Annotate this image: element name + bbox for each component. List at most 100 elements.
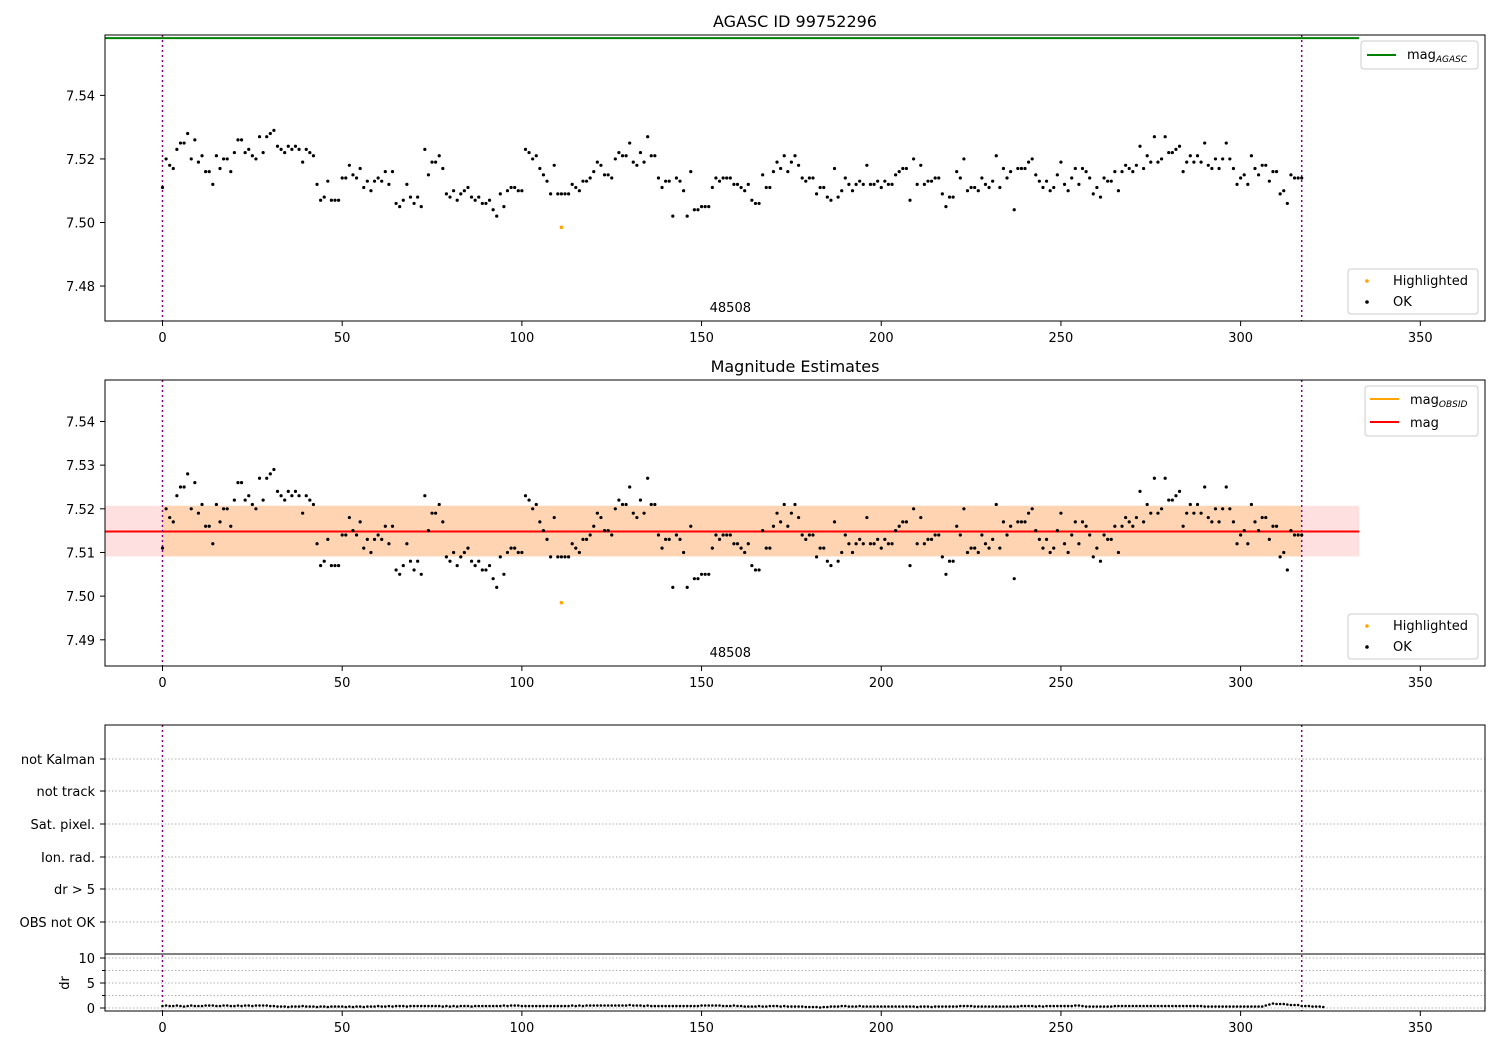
dr-point: [344, 1005, 348, 1009]
dr-point: [1189, 1004, 1192, 1008]
agasc-ok-point: [764, 185, 768, 190]
magnitude-ok-point: [301, 511, 305, 515]
agasc-x-tick-label: 300: [1228, 331, 1253, 346]
dr-point: [869, 1005, 872, 1008]
dr-point: [459, 1004, 463, 1008]
magnitude-ok-point: [1059, 511, 1063, 515]
dr-point: [1239, 1005, 1242, 1008]
agasc-ok-point: [854, 182, 858, 186]
agasc-ok-point: [351, 173, 355, 177]
agasc-ok-point: [660, 185, 664, 190]
magnitude-ok-point: [991, 537, 995, 541]
agasc-ok-point: [739, 185, 743, 190]
magnitude-ok-point: [933, 533, 937, 537]
agasc-ok-point: [354, 176, 359, 180]
dr-point: [1167, 1004, 1171, 1008]
magnitude-ok-point: [1109, 537, 1113, 541]
agasc-ok-point: [477, 195, 481, 199]
dr-point: [592, 1004, 596, 1007]
magnitude-ok-point: [200, 502, 204, 507]
dr-point: [707, 1004, 711, 1007]
magnitude-ok-point: [1149, 511, 1153, 515]
magnitude-ok-point: [814, 555, 819, 559]
dr-point: [887, 1005, 890, 1008]
magnitude-highlighted-point: [559, 600, 564, 605]
magnitude-ok-point: [620, 502, 625, 507]
magnitude-frame: [104, 379, 1486, 667]
agasc-ok-point: [656, 176, 661, 180]
magnitude-plot-area: [105, 380, 1360, 666]
agasc-ok-point: [1124, 163, 1128, 167]
magnitude-ok-point: [1095, 546, 1099, 550]
agasc-ok-point: [1080, 166, 1085, 171]
agasc-ok-point: [725, 176, 729, 180]
agasc-ok-point: [577, 189, 581, 193]
magnitude-ok-point: [322, 559, 326, 563]
agasc-ok-point: [261, 150, 265, 155]
magnitude-ok-point: [947, 559, 952, 563]
agasc-ok-point: [1120, 170, 1124, 174]
dr-point: [1307, 1004, 1311, 1008]
agasc-ok-point: [584, 179, 589, 183]
dr-point: [1149, 1004, 1153, 1008]
dr-point: [1171, 1004, 1174, 1008]
agasc-ok-point: [771, 170, 776, 174]
magnitude-ok-point: [897, 524, 901, 528]
dr-point: [1074, 1004, 1077, 1007]
agasc-ok-point: [1246, 182, 1250, 186]
dr-point: [269, 1004, 272, 1008]
dr-point: [326, 1005, 330, 1009]
magnitude-ok-point: [1070, 533, 1074, 537]
agasc-ok-point: [1073, 166, 1077, 171]
dr-point: [286, 1005, 290, 1009]
magnitude-ok-point: [254, 507, 258, 511]
dr-point: [653, 1004, 657, 1008]
flag-label: OBS not OK: [20, 916, 96, 931]
dr-point: [322, 1005, 326, 1008]
magnitude-ok-point: [779, 520, 783, 524]
magnitude-ok-point: [858, 537, 862, 541]
magnitude-ok-point: [279, 494, 283, 498]
agasc-ok-point: [444, 192, 449, 196]
agasc-ok-point: [398, 205, 402, 209]
dr-point: [233, 1004, 236, 1008]
dr-point: [401, 1004, 405, 1008]
magnitude-ok-point: [1134, 515, 1139, 520]
magnitude-ok-point: [160, 546, 165, 550]
magnitude-ok-point: [351, 529, 355, 533]
dr-point: [621, 1004, 624, 1007]
agasc-ok-point: [1041, 185, 1045, 190]
dr-point: [394, 1004, 398, 1008]
agasc-ok-point: [365, 179, 369, 183]
dr-point: [182, 1005, 186, 1008]
agasc-ok-point: [434, 160, 438, 164]
magnitude-ok-point: [1170, 498, 1174, 502]
magnitude-ok-point: [951, 559, 955, 563]
agasc-ok-point: [667, 179, 671, 183]
magnitude-ok-point: [1267, 537, 1271, 541]
dr-point: [1002, 1005, 1005, 1008]
agasc-ok-point: [1149, 160, 1153, 164]
dr-point: [768, 1004, 772, 1008]
magnitude-ok-point: [520, 550, 524, 555]
magnitude-ok-point: [696, 577, 700, 581]
flags-x-tick-label: 150: [689, 1021, 714, 1036]
dr-point: [664, 1004, 667, 1008]
agasc-ok-point: [1267, 179, 1271, 183]
dr-point: [272, 1004, 276, 1008]
magnitude-ok-point: [1131, 524, 1135, 528]
dr-point: [761, 1005, 764, 1008]
magnitude-ok-point: [538, 520, 542, 524]
dr-point: [567, 1004, 570, 1008]
agasc-ok-point: [380, 179, 384, 183]
agasc-ok-point: [1044, 179, 1049, 183]
agasc-ok-point: [1109, 179, 1113, 183]
dr-point: [596, 1004, 599, 1007]
magnitude-ok-point: [566, 555, 571, 559]
agasc-ok-point: [664, 179, 668, 183]
dr-point: [171, 1004, 175, 1008]
magnitude-ok-point: [1256, 529, 1261, 533]
dr-point: [657, 1004, 660, 1008]
magnitude-ok-point: [1055, 529, 1059, 533]
dr-point: [207, 1004, 211, 1007]
